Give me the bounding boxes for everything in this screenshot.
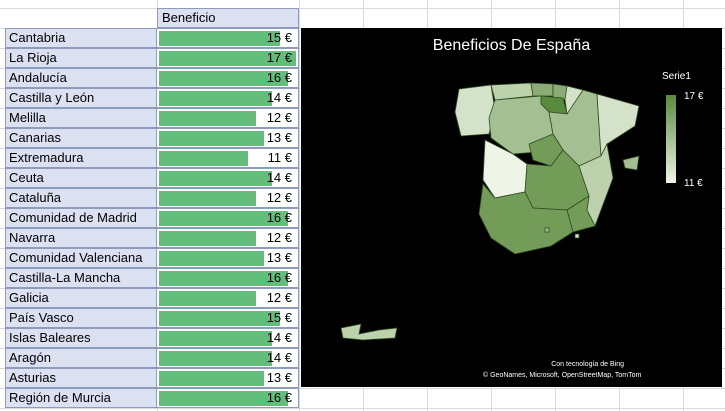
value-cell[interactable]: 14 €	[157, 168, 299, 188]
value-text: 14 €	[266, 90, 292, 105]
value-cell[interactable]: 16 €	[157, 388, 299, 408]
data-bar	[159, 231, 256, 246]
value-cell[interactable]: 12 €	[157, 108, 299, 128]
value-cell[interactable]: 11 €	[157, 148, 299, 168]
value-text: 14 €	[266, 170, 292, 185]
data-bar	[159, 251, 264, 266]
map-region-cantabria[interactable]	[530, 82, 554, 97]
value-text: 13 €	[266, 250, 292, 265]
value-cell[interactable]: 16 €	[157, 268, 299, 288]
region-cell[interactable]: Ceuta	[5, 168, 157, 188]
value-text: 14 €	[266, 330, 292, 345]
value-text: 12 €	[266, 110, 292, 125]
value-cell[interactable]: 14 €	[157, 88, 299, 108]
value-text: 15 €	[266, 30, 292, 45]
region-cell[interactable]: Cantabria	[5, 28, 157, 48]
map-svg	[340, 82, 640, 341]
data-bar	[159, 331, 272, 346]
value-cell[interactable]: 17 €	[157, 48, 299, 68]
data-bar	[159, 391, 288, 406]
value-text: 12 €	[266, 290, 292, 305]
data-bar	[159, 291, 256, 306]
data-bar	[159, 371, 264, 386]
data-bar	[159, 91, 272, 106]
value-text: 11 €	[267, 150, 292, 165]
value-text: 15 €	[266, 310, 292, 325]
gridline-vertical	[299, 0, 300, 411]
map-region-melilla[interactable]	[574, 233, 580, 239]
value-text: 13 €	[266, 130, 292, 145]
region-cell[interactable]: Región de Murcia	[5, 388, 157, 408]
column-header-beneficio[interactable]: Beneficio	[157, 8, 299, 28]
map-chart[interactable]: Beneficios De España Serie1 17 € 11 € Co…	[301, 28, 722, 387]
value-text: 14 €	[266, 350, 292, 365]
data-bar	[159, 171, 272, 186]
value-cell[interactable]: 14 €	[157, 348, 299, 368]
value-cell[interactable]: 12 €	[157, 228, 299, 248]
bing-credit: Con tecnología de Bing	[551, 361, 624, 368]
value-cell[interactable]: 14 €	[157, 328, 299, 348]
gridline-horizontal	[0, 408, 725, 409]
map-region-ceuta[interactable]	[544, 227, 550, 233]
data-bar	[159, 151, 248, 166]
data-bar	[159, 211, 288, 226]
data-bar	[159, 131, 264, 146]
region-cell[interactable]: Castilla-La Mancha	[5, 268, 157, 288]
region-cell[interactable]: Asturias	[5, 368, 157, 388]
data-bar	[159, 271, 288, 286]
data-bar	[159, 51, 296, 66]
value-cell[interactable]: 16 €	[157, 208, 299, 228]
region-cell[interactable]: Melilla	[5, 108, 157, 128]
region-cell[interactable]: Islas Baleares	[5, 328, 157, 348]
value-text: 16 €	[266, 270, 292, 285]
map-region-galicia[interactable]	[454, 84, 496, 137]
region-cell[interactable]: País Vasco	[5, 308, 157, 328]
map-region-andaluc-a[interactable]	[478, 183, 574, 255]
legend-title: Serie1	[662, 71, 691, 82]
chart-title: Beneficios De España	[432, 37, 591, 54]
region-cell[interactable]: La Rioja	[5, 48, 157, 68]
value-cell[interactable]: 12 €	[157, 288, 299, 308]
map-region-islas-baleares[interactable]	[622, 155, 640, 171]
region-cell[interactable]: Cataluña	[5, 188, 157, 208]
region-cell[interactable]: Aragón	[5, 348, 157, 368]
value-cell[interactable]: 13 €	[157, 248, 299, 268]
map-region-catalu-a[interactable]	[596, 93, 640, 158]
region-cell[interactable]: Galicia	[5, 288, 157, 308]
value-cell[interactable]: 15 €	[157, 28, 299, 48]
gridline-horizontal	[0, 8, 725, 9]
gridline-horizontal	[0, 388, 725, 389]
value-cell[interactable]: 16 €	[157, 68, 299, 88]
region-cell[interactable]: Comunidad Valenciana	[5, 248, 157, 268]
region-cell[interactable]: Andalucía	[5, 68, 157, 88]
data-bar	[159, 31, 280, 46]
data-bar	[159, 191, 256, 206]
data-bar	[159, 111, 256, 126]
map-region-canarias[interactable]	[340, 323, 398, 341]
legend-max-label: 17 €	[684, 91, 704, 102]
region-cell[interactable]: Navarra	[5, 228, 157, 248]
data-bar	[159, 351, 272, 366]
value-cell[interactable]: 12 €	[157, 188, 299, 208]
value-text: 16 €	[266, 390, 292, 405]
region-cell[interactable]: Castilla y León	[5, 88, 157, 108]
value-text: 17 €	[266, 50, 292, 65]
region-cell[interactable]: Comunidad de Madrid	[5, 208, 157, 228]
data-bar	[159, 311, 280, 326]
value-text: 12 €	[266, 190, 292, 205]
region-cell[interactable]: Extremadura	[5, 148, 157, 168]
region-cell[interactable]: Canarias	[5, 128, 157, 148]
value-cell[interactable]: 13 €	[157, 368, 299, 388]
value-cell[interactable]: 13 €	[157, 128, 299, 148]
value-text: 12 €	[266, 230, 292, 245]
value-text: 16 €	[266, 210, 292, 225]
legend-color-scale	[666, 95, 676, 183]
value-cell[interactable]: 15 €	[157, 308, 299, 328]
value-text: 16 €	[266, 70, 292, 85]
value-text: 13 €	[266, 370, 292, 385]
data-bar	[159, 71, 288, 86]
legend-min-label: 11 €	[684, 178, 703, 189]
map-data-credit: © GeoNames, Microsoft, OpenStreetMap, To…	[483, 372, 642, 379]
